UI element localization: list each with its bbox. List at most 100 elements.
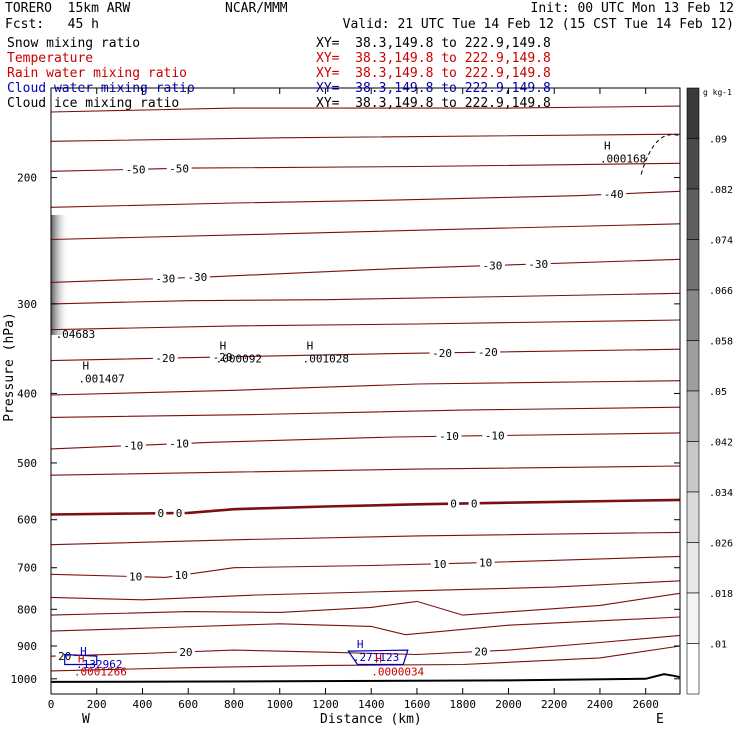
colorbar-tick-label: .066 [709, 286, 733, 297]
isotherm-line [51, 105, 680, 113]
colorbar-tick-label: .082 [709, 185, 733, 196]
colorbar-tick-label: .05 [709, 387, 727, 398]
isotherm-line [51, 580, 680, 601]
field-xy-snow: XY= 38.3,149.8 to 222.9,149.8 [316, 36, 551, 51]
y-tick-label: 700 [17, 562, 37, 575]
maximum-symbol: H [82, 359, 89, 372]
isotherm-line [51, 258, 680, 283]
isotherm-line [51, 292, 680, 305]
isotherm-label-bg [482, 429, 508, 442]
maximum-symbol: H [220, 340, 227, 353]
y-tick-label: 500 [17, 457, 37, 470]
maximum-value: .000092 [216, 353, 262, 366]
isotherm-line [51, 348, 680, 362]
x-tick-label: 2600 [632, 698, 659, 711]
isotherm-line [51, 319, 680, 331]
isotherm-label-bg [173, 507, 185, 520]
y-tick-label: 1000 [11, 673, 38, 686]
isotherm-label-bg [123, 163, 149, 176]
maximum-value: .271123 [353, 651, 399, 664]
isotherm-label: -20 [155, 352, 175, 365]
colorbar-swatch [686, 340, 700, 392]
isotherm-label: -50 [126, 163, 146, 176]
isotherm-label: 10 [175, 569, 188, 582]
maximum-symbol: H [604, 139, 611, 152]
colorbar-tick-label: .034 [709, 488, 733, 499]
isotherm-label: -30 [483, 260, 503, 273]
cloud-water-contour [64, 653, 98, 666]
isotherm-label: -20 [478, 346, 498, 359]
isotherm-line [51, 223, 680, 241]
field-name-cloud-ice: Cloud ice mixing ratio [7, 96, 180, 111]
maximum-symbol: H [78, 653, 85, 666]
isotherm-label: -30 [155, 272, 175, 285]
isotherm-label-bg [475, 346, 501, 359]
maximum-value: .000168 [600, 152, 646, 165]
cloud-water-contour [347, 649, 409, 666]
x-tick-label: 2200 [541, 698, 568, 711]
isotherm-label-bg [601, 188, 627, 201]
init-time: Init: 00 UTC Mon 13 Feb 12 [530, 1, 735, 16]
isotherm-line [51, 162, 680, 172]
colorbar-swatch [686, 289, 700, 341]
colorbar-swatch [686, 390, 700, 442]
isotherm-label: 20 [474, 645, 487, 658]
colorbar-swatch [686, 87, 700, 139]
isotherm-label-bg [120, 439, 146, 452]
maximum-value: .0000034 [371, 666, 424, 679]
x-tick-label: 2000 [495, 698, 522, 711]
isotherm-label-bg [429, 346, 455, 359]
x-tick-label: 1000 [266, 698, 293, 711]
isotherm-label-bg [152, 352, 178, 365]
terrain-line [51, 673, 680, 683]
colorbar-swatch [686, 491, 700, 543]
x-tick-label: 1400 [358, 698, 385, 711]
isotherm-label: -10 [169, 438, 189, 451]
isotherm-label-bg [476, 556, 495, 569]
isotherm-label-bg [210, 350, 236, 363]
x-tick-label: 800 [224, 698, 244, 711]
field-name-cloud-water: Cloud water mixing ratio [7, 81, 195, 96]
colorbar-tick-label: .026 [709, 539, 733, 550]
x-axis-label: Distance (km) [320, 712, 422, 727]
colorbar-swatch [686, 138, 700, 190]
center-title: NCAR/MMM [225, 1, 288, 16]
y-axis-label: Pressure (hPa) [2, 312, 17, 422]
field-xy-temperature: XY= 38.3,149.8 to 222.9,149.8 [316, 51, 551, 66]
isotherm-line [51, 498, 680, 516]
isotherm-line [51, 465, 680, 476]
field-xy-rain: XY= 38.3,149.8 to 222.9,149.8 [316, 66, 551, 81]
isotherm-label: 0 [471, 497, 478, 510]
colorbar-swatch [686, 592, 700, 644]
isotherm-label-bg [176, 645, 195, 658]
colorbar-tick-label: .058 [709, 337, 733, 348]
isotherm-label-bg [184, 271, 210, 284]
isotherm-label-bg [436, 430, 462, 443]
x-tick-label: 200 [87, 698, 107, 711]
isotherm-label: -20 [432, 347, 452, 360]
isotherm-line [51, 133, 680, 142]
isotherm-line [51, 380, 680, 396]
isotherm-label-bg [525, 258, 551, 271]
maximum-value: .001028 [303, 353, 349, 366]
x-tick-label: 1600 [404, 698, 431, 711]
isotherm-label-bg [152, 272, 178, 285]
isotherm-line [51, 555, 680, 578]
colorbar-tick-label: .018 [709, 589, 733, 600]
isotherm-label: -10 [123, 440, 143, 453]
colorbar-swatch [686, 239, 700, 291]
field-xy-cloud-ice: XY= 38.3,149.8 to 222.9,149.8 [316, 96, 551, 111]
isotherm-line [51, 531, 680, 546]
x-tick-label: 0 [48, 698, 55, 711]
isotherm-line [51, 190, 680, 208]
isotherm-label: -50 [169, 162, 189, 175]
isotherm-label: 10 [129, 571, 142, 584]
x-tick-label: 1200 [312, 698, 339, 711]
cloud-ice-contour [640, 134, 680, 175]
isotherm-label-bg [172, 569, 191, 582]
x-tick-label: 1800 [449, 698, 476, 711]
isotherm-label-bg [448, 497, 460, 510]
model-title: TORERO 15km ARW [5, 1, 131, 16]
west-label: W [82, 712, 90, 727]
